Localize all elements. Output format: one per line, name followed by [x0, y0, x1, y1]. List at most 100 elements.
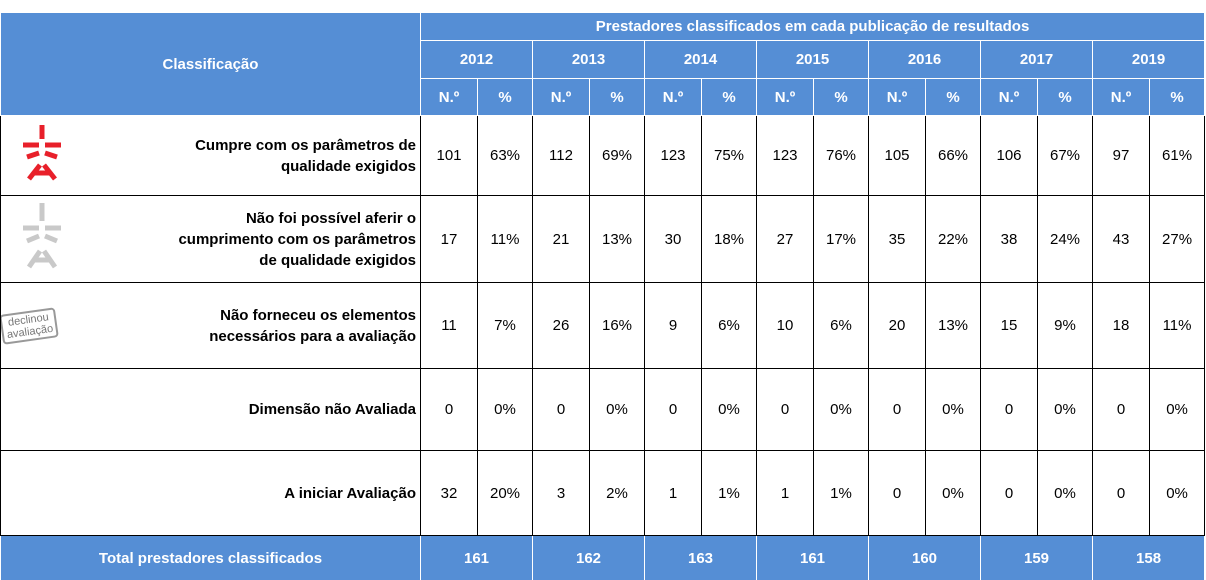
value-cell: 17%: [813, 195, 869, 283]
value-cell: 0%: [477, 368, 533, 451]
page: Classificação Prestadores classificados e…: [0, 12, 1206, 580]
table-row: N.º% N.º% N.º% N.º% N.º% N.º% N.º%: [1, 78, 1206, 116]
year-header: 2019: [1091, 40, 1206, 79]
total-value: 160: [868, 535, 981, 580]
value-cell: 17: [420, 195, 478, 283]
value-cell: 0: [420, 368, 478, 451]
value-cell: 76%: [813, 115, 869, 196]
value-cell: 6%: [701, 282, 757, 369]
value-cell: 123: [756, 115, 814, 196]
table-row: Classificação Prestadores classificados e…: [0, 12, 1206, 116]
value-cell: 0: [980, 368, 1038, 451]
label-line: Dimensão não Avaliada: [248, 401, 416, 418]
table-row: 2012 2013 2014 2015 2016 2017 2019: [1, 40, 1206, 79]
header-group: Prestadores classificados em cada public…: [419, 12, 1206, 41]
label-line: Cumpre com os parâmetros de: [195, 136, 416, 154]
value-cell: 0: [756, 368, 814, 451]
value-cell: 10: [756, 282, 814, 369]
value-cell: 2%: [589, 450, 645, 536]
value-cell: 13%: [589, 195, 645, 283]
year-header: 2013: [532, 40, 645, 79]
value-cell: 1%: [701, 450, 757, 536]
value-cell: 0%: [1037, 450, 1093, 536]
value-cell: 0: [868, 450, 926, 536]
value-cell: 6%: [813, 282, 869, 369]
sub-header: N.º: [1092, 78, 1150, 116]
year-header: 2012: [420, 40, 533, 79]
label-line: necessários para a avaliação: [209, 327, 416, 345]
header-title: Classificação: [0, 12, 421, 116]
value-cell: 123: [644, 115, 702, 196]
value-cell: 24%: [1037, 195, 1093, 283]
results-table: Classificação Prestadores classificados e…: [0, 12, 1206, 580]
value-cell: 97: [1092, 115, 1150, 196]
table-row: Total prestadores classificados 161 162 163…: [0, 535, 1206, 580]
value-cell: 1%: [813, 450, 869, 536]
value-cell: 11%: [1148, 282, 1206, 369]
table-row: Não foi possível aferir o cumprimento com…: [0, 195, 1206, 283]
value-cell: 67%: [1037, 115, 1093, 196]
value-cell: 0%: [1037, 368, 1093, 451]
value-cell: 0%: [813, 368, 869, 451]
value-cell: 0%: [1148, 450, 1206, 536]
value-cell: 1: [756, 450, 814, 536]
value-cell: 0: [868, 368, 926, 451]
value-cell: 22%: [925, 195, 981, 283]
value-cell: 27: [756, 195, 814, 283]
value-cell: 32: [420, 450, 478, 536]
row-label: Dimensão não Avaliada: [0, 368, 421, 451]
sub-header: N.º: [868, 78, 926, 116]
label-line: Não foi possível aferir o: [245, 209, 416, 227]
value-cell: 15: [980, 282, 1038, 369]
sub-header: %: [813, 78, 869, 116]
value-cell: 75%: [701, 115, 757, 196]
total-label: Total prestadores classificados: [0, 535, 421, 580]
value-cell: 69%: [589, 115, 645, 196]
sub-header: %: [701, 78, 757, 116]
value-cell: 61%: [1148, 115, 1206, 196]
value-cell: 11: [420, 282, 478, 369]
value-cell: 9: [644, 282, 702, 369]
total-value: 159: [980, 535, 1093, 580]
value-cell: 63%: [477, 115, 533, 196]
value-cell: 0%: [589, 368, 645, 451]
value-cell: 0: [532, 368, 590, 451]
label-line: de qualidade exigidos: [259, 251, 416, 269]
value-cell: 3: [532, 450, 590, 536]
value-cell: 18: [1092, 282, 1150, 369]
sub-header: %: [1037, 78, 1093, 116]
value-cell: 112: [532, 115, 590, 196]
value-cell: 1: [644, 450, 702, 536]
value-cell: 30: [644, 195, 702, 283]
label-line: qualidade exigidos: [280, 157, 416, 175]
value-cell: 20%: [477, 450, 533, 536]
value-cell: 20: [868, 282, 926, 369]
table-row: Cumpre com os parâmetros de qualidade exi…: [0, 115, 1206, 196]
total-value: 158: [1091, 535, 1206, 580]
value-cell: 0: [980, 450, 1038, 536]
value-cell: 11%: [477, 195, 533, 283]
value-cell: 38: [980, 195, 1038, 283]
row-label: Não foi possível aferir o cumprimento com…: [0, 195, 421, 283]
value-cell: 0%: [1148, 368, 1206, 451]
value-cell: 0%: [925, 368, 981, 451]
row-label: A iniciar Avaliação: [0, 450, 421, 536]
value-cell: 0: [644, 368, 702, 451]
value-cell: 27%: [1148, 195, 1206, 283]
value-cell: 105: [868, 115, 926, 196]
sub-header: %: [1148, 78, 1206, 116]
year-header: 2016: [868, 40, 981, 79]
year-header: 2014: [644, 40, 757, 79]
label-line: A iniciar Avaliação: [284, 484, 416, 502]
year-header: 2017: [980, 40, 1093, 79]
value-cell: 7%: [477, 282, 533, 369]
year-header: 2015: [756, 40, 869, 79]
value-cell: 35: [868, 195, 926, 283]
row-label: Cumpre com os parâmetros de qualidade exi…: [0, 115, 421, 196]
value-cell: 106: [980, 115, 1038, 196]
sub-header: %: [589, 78, 645, 116]
value-cell: 43: [1092, 195, 1150, 283]
table-row: A iniciar Avaliação 32 20% 3 2% 1 1% 1 1% 0 0% 0 0% 0…: [0, 450, 1206, 536]
value-cell: 16%: [589, 282, 645, 369]
sub-header: N.º: [644, 78, 702, 116]
